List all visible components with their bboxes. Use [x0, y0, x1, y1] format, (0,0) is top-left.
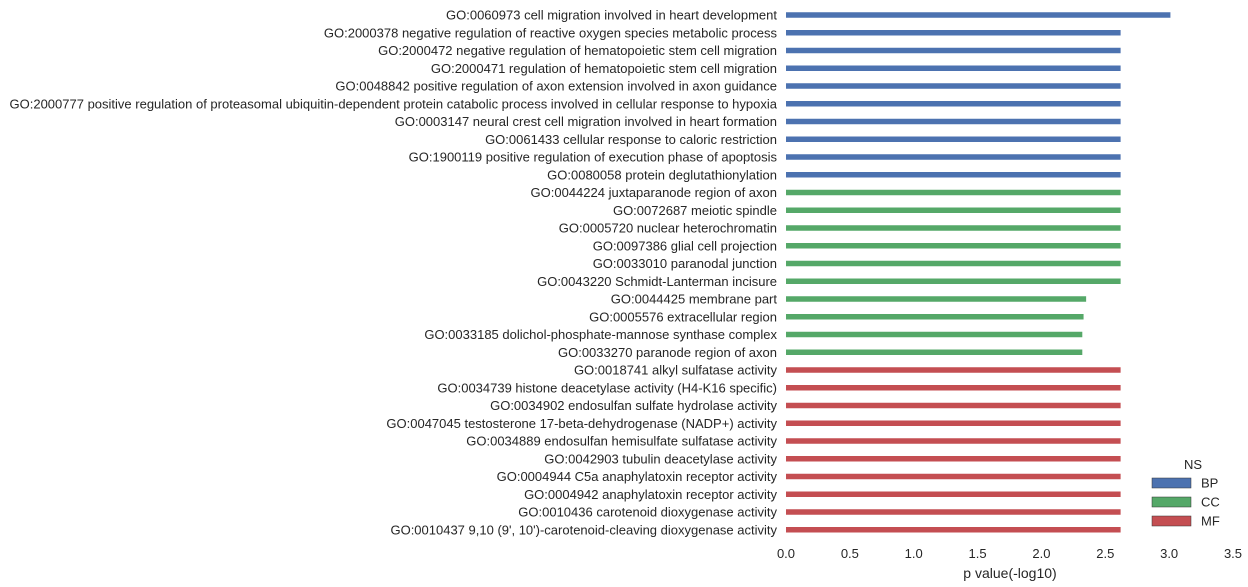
bar-mf — [786, 456, 1121, 462]
x-tick-label: 0.5 — [841, 546, 859, 561]
bar-mf — [786, 491, 1121, 497]
x-tick-label: 2.5 — [1096, 546, 1114, 561]
bar-cc — [786, 331, 1083, 338]
legend-swatch-mf — [1151, 515, 1192, 527]
category-label: GO:0004942 anaphylatoxin receptor activi… — [524, 487, 777, 502]
bar-bp — [786, 101, 1121, 107]
category-label: GO:0042903 tubulin deacetylase activity — [544, 451, 777, 466]
x-tick-labels: 0.0 0.5 1.0 1.5 2.0 2.5 3.0 3.5 — [777, 546, 1242, 561]
x-tick-label: 0.0 — [777, 546, 795, 561]
bar-bp — [786, 172, 1121, 178]
legend-label-bp: BP — [1201, 476, 1218, 491]
category-label: GO:0034889 endosulfan hemisulfate sulfat… — [466, 434, 777, 449]
bar-bp — [786, 65, 1121, 71]
bar-bp — [786, 136, 1121, 142]
bar-mf — [786, 420, 1121, 426]
bar-bp — [786, 83, 1121, 89]
x-axis-label: p value(-log10) — [963, 565, 1056, 581]
category-label: GO:0003147 neural crest cell migration i… — [395, 114, 777, 129]
category-label: GO:2000471 regulation of hematopoietic s… — [431, 61, 777, 76]
bar-bp — [786, 47, 1121, 54]
bar-cc — [786, 243, 1121, 249]
bar-cc — [786, 314, 1084, 320]
legend-label-cc: CC — [1201, 495, 1220, 510]
bar-bp — [786, 154, 1121, 160]
category-labels: GO:0060973 cell migration involved in he… — [10, 8, 778, 538]
bars-group — [786, 12, 1171, 533]
category-label: GO:1900119 positive regulation of execut… — [409, 150, 778, 165]
category-label: GO:0072687 meiotic spindle — [613, 203, 777, 218]
bar-mf — [786, 527, 1121, 533]
bar-bp — [786, 30, 1121, 36]
legend-swatch-cc — [1151, 496, 1192, 508]
category-label: GO:0048842 positive regulation of axon e… — [335, 79, 777, 94]
category-label: GO:0034739 histone deacetylase activity … — [437, 380, 777, 395]
category-label: GO:0033270 paranode region of axon — [558, 345, 777, 360]
bar-mf — [786, 473, 1121, 480]
bar-mf — [786, 402, 1121, 409]
legend-swatch-bp — [1151, 477, 1192, 489]
bar-cc — [786, 207, 1121, 213]
category-label: GO:0005720 nuclear heterochromatin — [559, 221, 777, 236]
category-label: GO:0033185 dolichol-phosphate-mannose sy… — [424, 327, 777, 342]
category-label: GO:0043220 Schmidt-Lanterman incisure — [537, 274, 777, 289]
category-label: GO:0004944 C5a anaphylatoxin receptor ac… — [497, 469, 778, 484]
bar-mf — [786, 367, 1121, 373]
category-label: GO:0005576 extracellular region — [589, 309, 777, 324]
category-label: GO:0061433 cellular response to caloric … — [485, 132, 777, 147]
category-label: GO:0010436 carotenoid dioxygenase activi… — [518, 505, 777, 520]
legend-title: NS — [1184, 457, 1202, 472]
x-tick-label: 1.5 — [969, 546, 987, 561]
bar-cc — [786, 349, 1083, 355]
category-label: GO:0010437 9,10 (9', 10')-carotenoid-cle… — [390, 522, 777, 537]
category-label: GO:0033010 paranodal junction — [593, 256, 777, 271]
category-label: GO:2000777 positive regulation of protea… — [10, 96, 778, 111]
category-label: GO:0044224 juxtaparanode region of axon — [531, 185, 777, 200]
category-label: GO:0044425 membrane part — [611, 292, 778, 307]
category-label: GO:0047045 testosterone 17-beta-dehydrog… — [386, 416, 777, 431]
bar-mf — [786, 385, 1121, 391]
bar-mf — [786, 438, 1121, 444]
legend: NS BP CC MF — [1151, 457, 1220, 529]
category-label: GO:2000378 negative regulation of reacti… — [324, 25, 778, 40]
bar-cc — [786, 189, 1121, 196]
x-tick-label: 2.0 — [1032, 546, 1050, 561]
legend-label-mf: MF — [1201, 514, 1220, 529]
x-tick-label: 3.0 — [1160, 546, 1178, 561]
x-tick-label: 1.0 — [905, 546, 923, 561]
bar-mf — [786, 509, 1121, 515]
bar-cc — [786, 260, 1121, 267]
category-label: GO:2000472 negative regulation of hemato… — [378, 43, 777, 58]
bar-cc — [786, 225, 1121, 231]
x-tick-label: 3.5 — [1224, 546, 1242, 561]
bar-cc — [786, 296, 1087, 302]
category-label: GO:0060973 cell migration involved in he… — [446, 8, 777, 23]
category-label: GO:0034902 endosulfan sulfate hydrolase … — [490, 398, 777, 413]
bar-bp — [786, 118, 1121, 125]
bar-bp — [786, 12, 1171, 18]
bar-cc — [786, 278, 1121, 284]
category-label: GO:0097386 glial cell projection — [593, 238, 777, 253]
category-label: GO:0080058 protein deglutathionylation — [547, 167, 777, 182]
category-label: GO:0018741 alkyl sulfatase activity — [574, 363, 778, 378]
